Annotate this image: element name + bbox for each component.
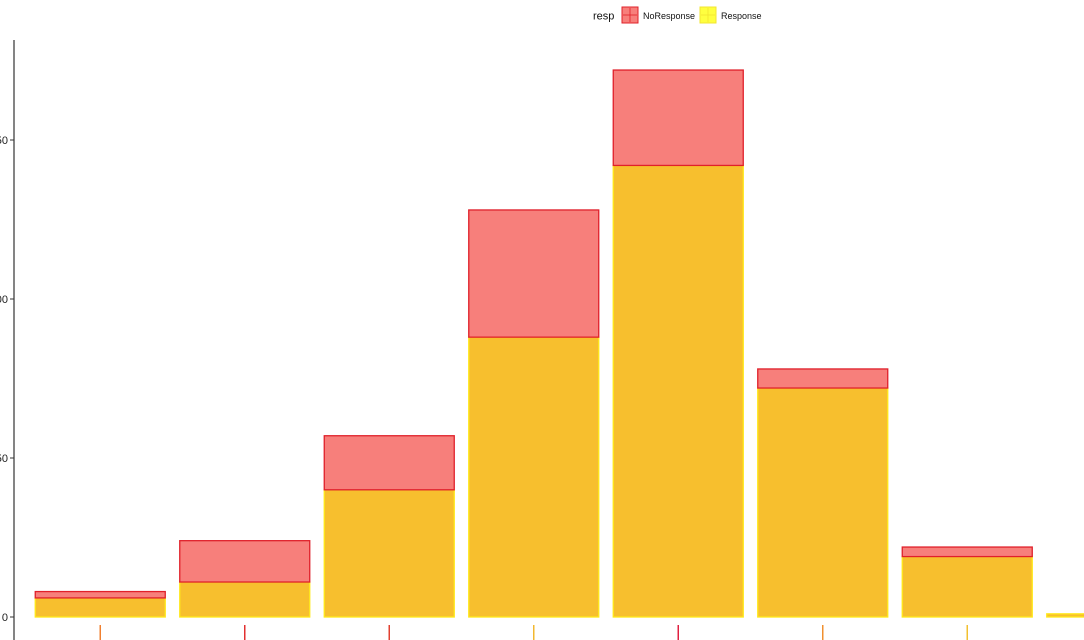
bar-noresponse-5	[612, 69, 744, 167]
bar-response-4	[468, 336, 600, 618]
legend-entry-response: Response	[699, 6, 762, 24]
bar-response-1	[34, 597, 166, 618]
bars	[34, 69, 1084, 618]
bar-response-5	[612, 164, 744, 618]
bar-noresponse-3	[323, 435, 455, 491]
bar-noresponse-6	[757, 368, 889, 389]
bar-noresponse-2	[179, 540, 311, 583]
y-tick-label: 150	[0, 135, 8, 147]
bar-response-6	[757, 387, 889, 618]
y-tick-label: 100	[0, 294, 8, 306]
y-tick-label: 0	[2, 612, 8, 624]
y-axis-ticks: 0 50 100 150	[0, 135, 14, 624]
bar-noresponse-1	[34, 590, 166, 599]
bar-response-2	[179, 581, 311, 618]
bar-noresponse-7	[901, 546, 1033, 558]
legend-entry-noresponse: NoResponse	[621, 6, 695, 24]
legend: resp NoResponse Response	[593, 6, 762, 24]
y-tick-label: 50	[0, 453, 8, 465]
bar-response-3	[323, 489, 455, 618]
bar-response-8	[1046, 613, 1084, 618]
legend-title: resp	[593, 11, 614, 23]
bar-noresponse-4	[468, 209, 600, 338]
bar-response-7	[901, 555, 1033, 618]
x-axis-ticks	[99, 625, 968, 640]
legend-label: Response	[721, 11, 762, 21]
legend-label: NoResponse	[643, 11, 695, 21]
